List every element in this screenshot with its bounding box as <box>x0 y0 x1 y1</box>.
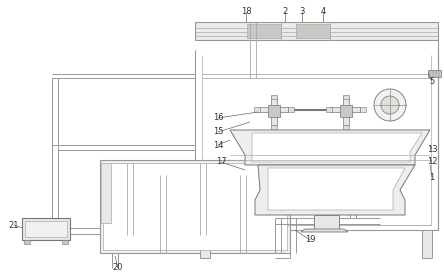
Bar <box>360 107 366 112</box>
Bar <box>271 95 277 99</box>
Bar <box>100 160 290 253</box>
Text: 4: 4 <box>321 7 325 16</box>
Bar <box>296 24 330 38</box>
Text: 21: 21 <box>9 221 19 230</box>
Polygon shape <box>381 96 399 114</box>
Text: 2: 2 <box>282 7 288 16</box>
Text: 18: 18 <box>241 7 251 16</box>
Bar <box>326 107 332 112</box>
Bar <box>343 97 349 125</box>
Polygon shape <box>268 168 405 210</box>
Text: 13: 13 <box>427 144 437 153</box>
Bar <box>271 125 277 129</box>
Polygon shape <box>255 165 415 215</box>
Polygon shape <box>374 89 406 121</box>
Bar <box>428 70 441 77</box>
Bar <box>258 107 288 112</box>
Bar <box>62 240 68 244</box>
Text: 5: 5 <box>429 78 435 87</box>
Bar <box>101 163 111 223</box>
Text: 20: 20 <box>113 263 123 272</box>
Bar <box>247 24 281 38</box>
Text: 16: 16 <box>213 114 223 123</box>
Bar <box>343 125 349 129</box>
Bar <box>288 107 294 112</box>
Polygon shape <box>301 229 348 232</box>
Bar <box>268 105 280 117</box>
Bar <box>340 105 352 117</box>
Bar <box>200 230 210 258</box>
Text: 17: 17 <box>216 158 226 167</box>
Bar <box>22 218 70 240</box>
Bar <box>103 163 287 250</box>
Text: 12: 12 <box>427 158 437 167</box>
Bar <box>343 95 349 99</box>
Text: 19: 19 <box>305 236 315 245</box>
Text: 15: 15 <box>213 127 223 136</box>
Bar <box>271 97 277 125</box>
Text: 1: 1 <box>429 173 435 182</box>
Bar <box>24 240 30 244</box>
Bar <box>25 221 67 237</box>
Bar <box>195 22 438 40</box>
Text: 3: 3 <box>299 7 305 16</box>
Bar <box>422 230 432 258</box>
Polygon shape <box>230 130 430 165</box>
Polygon shape <box>252 133 422 162</box>
Bar <box>314 215 339 229</box>
Bar <box>330 107 360 112</box>
Bar <box>254 107 260 112</box>
Text: 14: 14 <box>213 141 223 150</box>
